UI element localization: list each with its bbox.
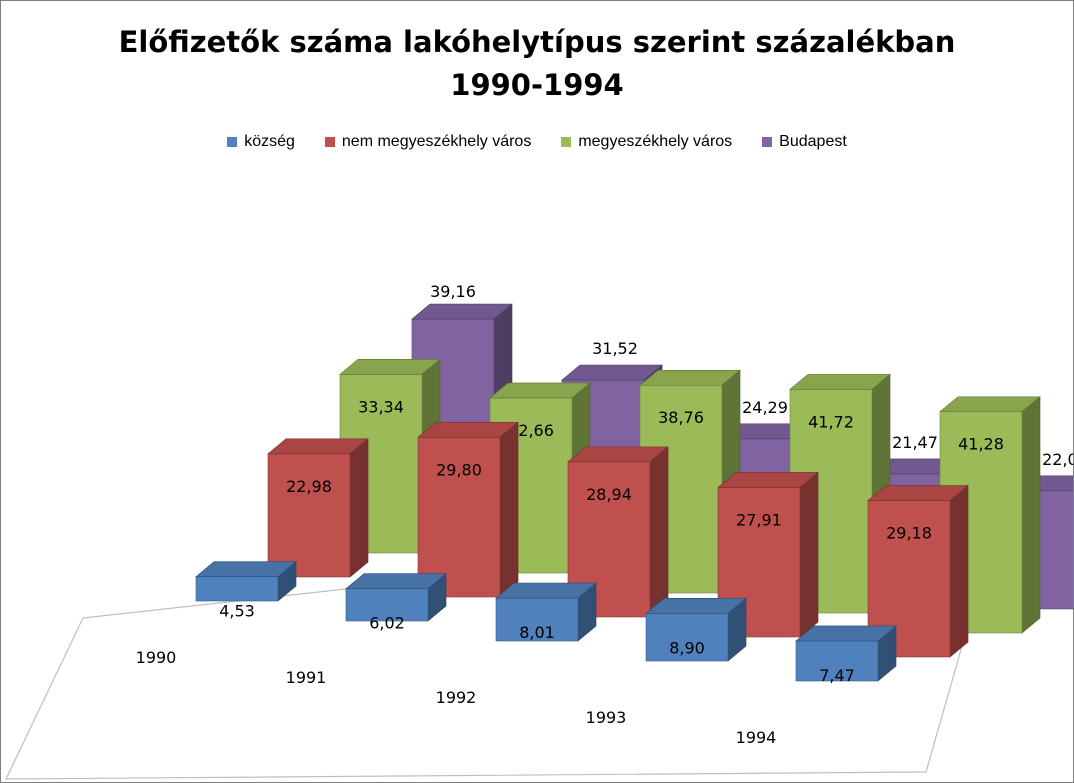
bar-front	[495, 597, 579, 642]
data-label: 33,34	[358, 397, 404, 416]
legend-item-budapest: Budapest	[762, 133, 847, 151]
bar-nem-megyeszekhely-varos-1991: 29,80	[417, 421, 519, 598]
data-label: 41,28	[958, 435, 1004, 454]
bar-front	[345, 588, 429, 622]
bar-side	[949, 484, 969, 658]
bar-top	[345, 573, 447, 590]
bar-top	[567, 446, 669, 463]
data-label: 24,29	[742, 398, 788, 417]
legend-swatch	[324, 137, 335, 147]
bar-top	[717, 472, 819, 488]
legend-label: megyeszékhely város	[578, 133, 733, 150]
bar-top	[867, 485, 969, 501]
bar-top	[789, 374, 891, 390]
x-axis-labels: 1990 1991 1992 1993 1994	[136, 648, 777, 747]
bar-top	[411, 303, 513, 320]
x-tick-label: 1990	[136, 648, 177, 667]
data-label: 22,98	[286, 477, 332, 496]
data-label: 6,02	[369, 614, 405, 633]
bar-top	[495, 582, 597, 599]
data-label: 29,18	[886, 524, 932, 543]
data-label: 8,01	[519, 623, 555, 642]
bar-side	[649, 446, 669, 618]
bar-top	[561, 364, 663, 381]
legend-swatch	[762, 137, 773, 147]
bar-kozseg-1992: 8,01	[495, 582, 597, 642]
data-label: 28,94	[586, 485, 632, 504]
bar-front	[645, 612, 729, 662]
chart-title-line-1: Előfizetők száma lakóhelytípus szerint s…	[118, 25, 956, 59]
bar-nem-megyeszekhely-varos-1990: 22,98	[267, 438, 369, 578]
data-label: 38,76	[658, 408, 704, 427]
bar-top	[267, 438, 369, 455]
data-label: 7,47	[819, 666, 855, 685]
bar-side	[499, 421, 519, 598]
data-label: 21,47	[892, 433, 938, 452]
data-label: 29,80	[436, 460, 482, 479]
bar-side	[349, 438, 369, 578]
data-label: 31,52	[592, 339, 638, 358]
data-label: 39,16	[430, 282, 476, 301]
bar-top	[339, 358, 441, 375]
bar-top	[939, 396, 1041, 413]
x-tick-label: 1992	[436, 688, 477, 707]
data-label: 8,90	[669, 638, 705, 657]
legend-item-megyeszekhely-varos: megyeszékhely város	[561, 133, 732, 151]
legend-item-nem-megyeszekhely-varos: nem megyeszékhely város	[324, 133, 532, 151]
bar-top	[417, 421, 519, 438]
chart-title: Előfizetők száma lakóhelytípus szerint s…	[1, 21, 1073, 107]
data-label: 27,91	[736, 510, 782, 529]
x-tick-label: 1991	[286, 668, 327, 687]
bar-kozseg-1990: 4,53	[195, 561, 297, 621]
chart-legend: község nem megyeszékhely város megyeszék…	[1, 133, 1073, 151]
legend-label: község	[244, 133, 295, 150]
bar-top	[489, 382, 591, 399]
data-label: 4,53	[219, 602, 255, 621]
bar-side	[1021, 396, 1041, 634]
x-tick-label: 1994	[736, 728, 777, 747]
bar-front	[267, 453, 351, 578]
bar-top	[795, 625, 897, 642]
chart-title-line-2: 1990-1994	[450, 68, 624, 102]
bar-front	[195, 576, 279, 602]
bar-top	[645, 597, 747, 614]
bars: 39,16 31,52 24,29 21,47 22,06 33,34 32,66 38,76…	[195, 282, 1073, 685]
legend-item-kozseg: község	[227, 133, 295, 151]
bar-front	[417, 436, 501, 598]
legend-swatch	[227, 137, 238, 147]
data-label: 32,66	[508, 421, 554, 440]
bar-kozseg-1994: 7,47	[795, 625, 897, 685]
bar-kozseg-1993: 8,90	[645, 597, 747, 662]
x-tick-label: 1993	[586, 708, 627, 727]
legend-label: Budapest	[779, 133, 847, 150]
bar-kozseg-1991: 6,02	[345, 573, 447, 633]
legend-label: nem megyeszékhely város	[341, 133, 532, 150]
data-label: 41,72	[808, 412, 854, 431]
data-label: 22,06	[1042, 450, 1073, 469]
bar-top	[639, 369, 741, 386]
bar-top	[195, 561, 297, 578]
bar-side	[799, 471, 819, 638]
legend-swatch	[561, 137, 572, 147]
